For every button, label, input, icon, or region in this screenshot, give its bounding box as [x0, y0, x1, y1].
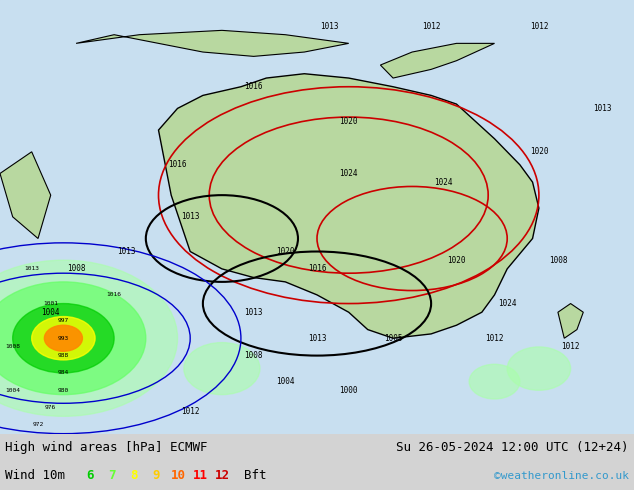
Text: 1005: 1005 [384, 334, 403, 343]
Circle shape [0, 282, 146, 394]
Circle shape [507, 347, 571, 390]
Circle shape [184, 343, 260, 394]
Text: 1013: 1013 [117, 247, 136, 256]
Polygon shape [0, 152, 51, 239]
Text: Wind 10m: Wind 10m [5, 469, 65, 483]
Text: 1013: 1013 [244, 308, 263, 317]
Text: 1020: 1020 [529, 147, 548, 156]
Text: 1020: 1020 [447, 256, 466, 265]
Text: 1016: 1016 [244, 82, 263, 91]
Polygon shape [158, 74, 539, 338]
Text: 10: 10 [171, 469, 186, 483]
Text: 1020: 1020 [339, 117, 358, 126]
Text: 8: 8 [130, 469, 138, 483]
Text: 1000: 1000 [339, 386, 358, 395]
Text: 1012: 1012 [485, 334, 504, 343]
Text: 980: 980 [58, 388, 69, 393]
Text: Su 26-05-2024 12:00 UTC (12+24): Su 26-05-2024 12:00 UTC (12+24) [396, 441, 629, 454]
Text: Bft: Bft [244, 469, 266, 483]
Text: 1008: 1008 [244, 351, 263, 360]
Text: 1024: 1024 [434, 178, 453, 187]
Text: 7: 7 [108, 469, 116, 483]
Text: 1012: 1012 [422, 22, 441, 30]
Text: 1008: 1008 [5, 344, 20, 349]
Text: 1004: 1004 [5, 388, 20, 393]
Text: 1013: 1013 [593, 104, 612, 113]
Polygon shape [380, 44, 495, 78]
Text: 1020: 1020 [276, 247, 295, 256]
Text: ©weatheronline.co.uk: ©weatheronline.co.uk [494, 471, 629, 481]
Text: 11: 11 [193, 469, 207, 483]
Text: 1016: 1016 [307, 265, 327, 273]
Text: 972: 972 [32, 422, 44, 427]
Text: 1024: 1024 [498, 299, 517, 308]
Polygon shape [558, 304, 583, 338]
Text: 984: 984 [58, 370, 69, 375]
Circle shape [32, 317, 95, 360]
Circle shape [44, 325, 82, 351]
Text: 976: 976 [45, 405, 56, 410]
Text: 1013: 1013 [320, 22, 339, 30]
Circle shape [0, 260, 178, 416]
Circle shape [469, 364, 520, 399]
Circle shape [13, 303, 114, 373]
Text: 1013: 1013 [181, 212, 200, 221]
Text: 988: 988 [58, 353, 69, 358]
Text: 1004: 1004 [41, 308, 60, 317]
Text: 9: 9 [152, 469, 160, 483]
Text: 1016: 1016 [168, 160, 187, 169]
Text: 12: 12 [214, 469, 230, 483]
Text: 1012: 1012 [561, 343, 580, 351]
Text: 1013: 1013 [24, 267, 39, 271]
Text: 1001: 1001 [43, 301, 58, 306]
Text: 993: 993 [58, 336, 69, 341]
Polygon shape [76, 30, 349, 56]
Text: 1008: 1008 [548, 256, 567, 265]
Text: High wind areas [hPa] ECMWF: High wind areas [hPa] ECMWF [5, 441, 207, 454]
Text: 1008: 1008 [67, 265, 86, 273]
Text: 1024: 1024 [339, 169, 358, 178]
Text: 1016: 1016 [107, 293, 122, 297]
Text: 1012: 1012 [181, 408, 200, 416]
Text: 1012: 1012 [529, 22, 548, 30]
Text: 1013: 1013 [307, 334, 327, 343]
Text: 6: 6 [86, 469, 94, 483]
Text: 1004: 1004 [276, 377, 295, 386]
Text: 997: 997 [58, 318, 69, 323]
